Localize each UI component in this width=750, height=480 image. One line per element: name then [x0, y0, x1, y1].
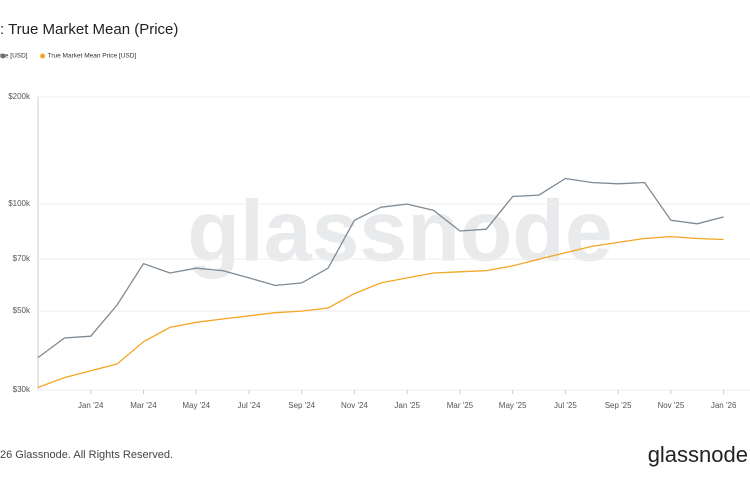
chart-title: : True Market Mean (Price) — [0, 21, 178, 38]
watermark: glassnode — [187, 184, 612, 280]
x-tick-label: Jan '26 — [711, 401, 737, 410]
x-tick-label: Jul '24 — [238, 401, 261, 410]
brand: glassnode — [648, 442, 748, 467]
legend-marker — [0, 53, 6, 59]
legend-label: True Market Mean Price [USD] — [48, 53, 137, 60]
x-tick-label: Jan '24 — [78, 401, 104, 410]
legend-label: rice [USD] — [0, 53, 28, 60]
x-tick-label: Nov '24 — [341, 401, 368, 410]
y-tick-label: $200k — [8, 92, 31, 101]
y-tick-label: $30k — [13, 385, 31, 394]
footer: 26 Glassnode. All Rights Reserved. — [0, 449, 173, 461]
x-tick-label: Sep '25 — [605, 401, 632, 410]
x-tick-label: Jan '25 — [394, 401, 420, 410]
x-tick-label: Nov '25 — [657, 401, 684, 410]
y-tick-label: $70k — [13, 254, 31, 263]
series-line — [37, 235, 724, 389]
y-tick-label: $100k — [8, 199, 31, 208]
x-tick-label: Jul '25 — [554, 401, 577, 410]
series-line — [37, 177, 724, 359]
x-tick-label: Sep '24 — [288, 401, 315, 410]
legend-marker — [40, 53, 46, 59]
x-tick-label: Mar '25 — [447, 401, 474, 410]
y-tick-label: $50k — [13, 306, 31, 315]
x-tick-label: May '24 — [182, 401, 210, 410]
x-tick-label: Mar '24 — [130, 401, 157, 410]
x-tick-label: May '25 — [499, 401, 527, 410]
